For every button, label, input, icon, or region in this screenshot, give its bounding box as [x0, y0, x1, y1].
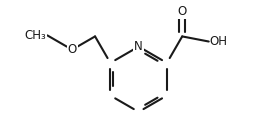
Text: OH: OH [210, 35, 228, 48]
Text: O: O [178, 5, 187, 18]
Text: N: N [134, 40, 143, 53]
Text: O: O [68, 43, 77, 56]
Text: CH₃: CH₃ [25, 29, 46, 42]
